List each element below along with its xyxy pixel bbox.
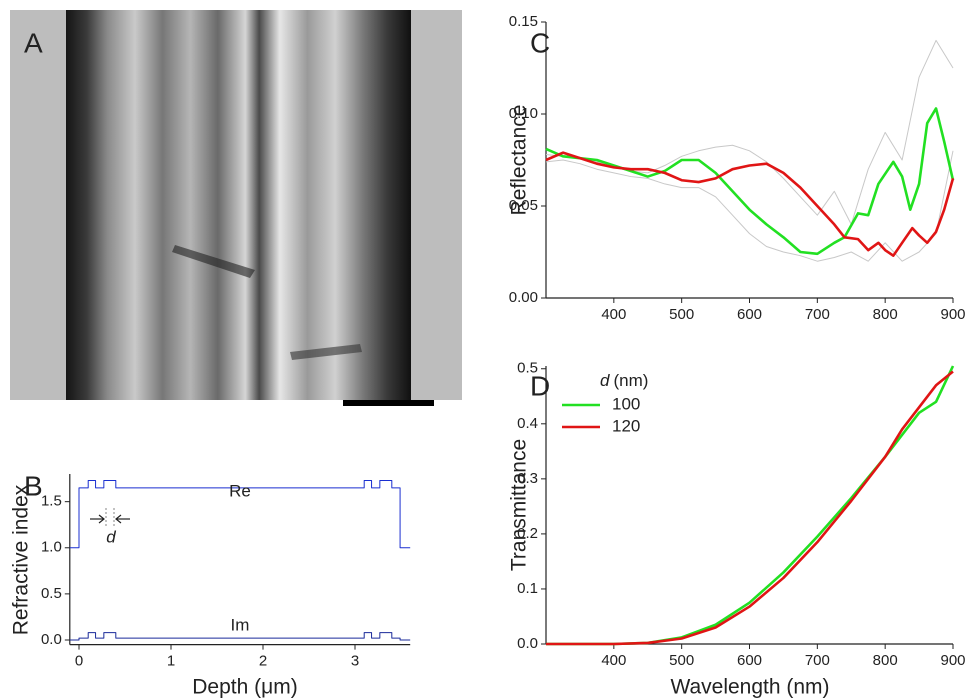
series-line [546, 40, 953, 224]
x-axis-label: Wavelength (nm) [670, 676, 829, 699]
x-tick-label: 800 [873, 652, 898, 669]
d-arrows [90, 508, 130, 528]
figure: A B0.00.51.01.50123Refractive indexDepth… [0, 0, 968, 699]
x-tick-label: 400 [601, 306, 626, 323]
y-tick-label: 0.1 [517, 580, 538, 597]
y-tick-label: 1.0 [41, 539, 62, 556]
series-line [546, 108, 953, 253]
legend-label: 100 [612, 394, 640, 413]
x-axis-label: Depth (μm) [192, 676, 297, 699]
annotation: Im [231, 615, 250, 634]
series-line [546, 366, 953, 644]
y-tick-label: 0.0 [517, 635, 538, 652]
series-line [546, 153, 953, 256]
x-tick-label: 500 [669, 652, 694, 669]
y-tick-label: 0.0 [41, 631, 62, 648]
x-tick-label: 1 [167, 653, 175, 670]
x-tick-label: 2 [259, 653, 267, 670]
annotation: d [106, 527, 116, 546]
annotation: Re [229, 481, 251, 500]
micrograph-sample [66, 10, 411, 400]
x-tick-label: 800 [873, 306, 898, 323]
series-line [546, 151, 953, 261]
x-tick-label: 0 [75, 653, 83, 670]
x-tick-label: 700 [805, 652, 830, 669]
x-tick-label: 900 [940, 652, 965, 669]
x-tick-label: 400 [601, 652, 626, 669]
y-tick-label: 0.5 [517, 360, 538, 377]
y-tick-label: 0.00 [509, 289, 538, 306]
legend-title-symbol: d [600, 371, 610, 390]
panel-label: C [530, 27, 550, 58]
legend-title-unit: (nm) [613, 371, 648, 390]
y-tick-label: 0.15 [509, 13, 538, 30]
legend-label: 120 [612, 416, 640, 435]
y-tick-label: 1.5 [41, 493, 62, 510]
x-tick-label: 700 [805, 306, 830, 323]
y-axis-label: Reflectance [508, 105, 531, 216]
page: A B0.00.51.01.50123Refractive indexDepth… [0, 0, 968, 699]
scale-bar [343, 400, 434, 406]
x-tick-label: 900 [940, 306, 965, 323]
x-tick-label: 3 [351, 653, 359, 670]
y-tick-label: 0.5 [41, 585, 62, 602]
x-tick-label: 600 [737, 306, 762, 323]
x-tick-label: 500 [669, 306, 694, 323]
panel-label: A [24, 27, 43, 58]
y-tick-label: 0.4 [517, 415, 538, 432]
legend-title: d(nm) [600, 371, 648, 390]
y-axis-label: Transmittance [508, 439, 531, 571]
y-axis-label: Refractive index [10, 484, 33, 635]
x-tick-label: 600 [737, 652, 762, 669]
